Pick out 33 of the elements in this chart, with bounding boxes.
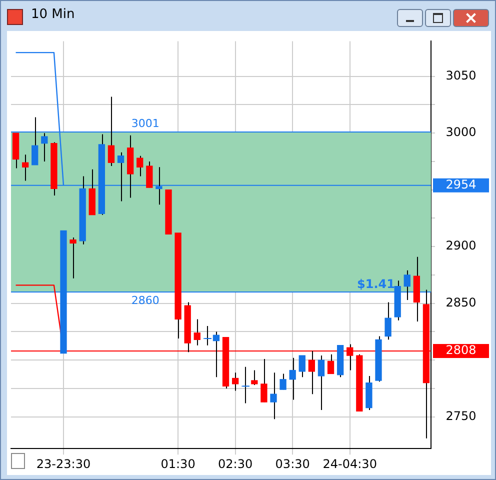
ref-line-label: 2954 (446, 177, 476, 192)
candlestick (384, 302, 392, 340)
annotation: 2860 (131, 294, 160, 307)
candlestick (146, 160, 153, 188)
y-tick-label: 2850 (446, 295, 476, 310)
candlestick (136, 155, 144, 177)
x-tick-label: 24-04:30 (322, 456, 377, 471)
y-tick-label: 3050 (446, 68, 476, 83)
candlestick (70, 237, 76, 279)
candlestick (280, 373, 286, 390)
chart-title: 10 Min (31, 7, 75, 22)
candlestick (298, 355, 306, 378)
candlestick (22, 154, 29, 182)
annotation: 3001 (131, 116, 160, 130)
candlestick (212, 331, 220, 378)
candlestick (108, 96, 115, 167)
x-tick-label: 23-23:30 (36, 456, 91, 471)
candlestick (194, 318, 200, 346)
candlestick (251, 370, 258, 386)
ref-line-label: 2808 (446, 343, 476, 358)
x-tick-label: 02:30 (218, 456, 253, 471)
candlestick (318, 355, 325, 411)
y-tick-label: 2750 (446, 408, 476, 423)
y-tick-label: 3000 (446, 125, 476, 140)
candlestick (327, 354, 334, 374)
y-tick-label: 2900 (446, 238, 476, 253)
annotation: $1.41 (357, 277, 395, 292)
candlestick (270, 372, 277, 420)
x-tick-label: 03:30 (275, 456, 310, 471)
x-tick-label: 01:30 (160, 456, 196, 471)
candlestick (232, 372, 239, 392)
candlestick (289, 357, 296, 400)
candlestick (260, 358, 268, 403)
